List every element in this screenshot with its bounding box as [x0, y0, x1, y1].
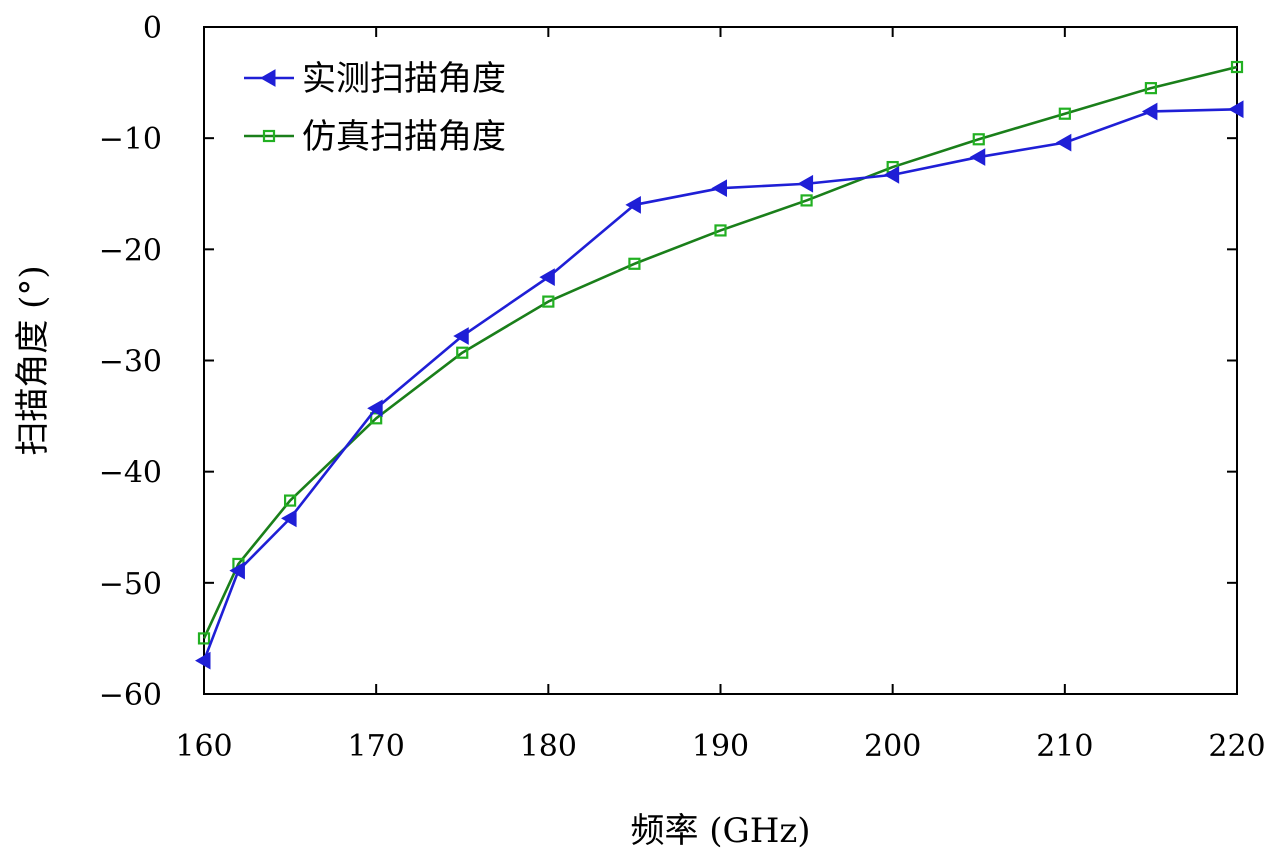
x-tick-label: 190 — [692, 729, 749, 764]
data-point — [197, 632, 211, 645]
x-tick-label: 180 — [520, 729, 577, 764]
data-point — [367, 399, 383, 418]
legend-item: 实测扫描角度 — [244, 59, 506, 99]
y-tick-label: −30 — [99, 345, 162, 380]
series-line — [202, 107, 1238, 662]
y-tick-label: −60 — [99, 678, 162, 713]
data-point — [969, 148, 986, 166]
data-point — [453, 327, 469, 345]
y-tick-label: 0 — [143, 11, 162, 46]
data-point — [1144, 82, 1158, 95]
series-line — [202, 65, 1238, 639]
data-point — [1141, 102, 1158, 121]
legend-label: 实测扫描角度 — [302, 59, 506, 99]
data-point — [628, 257, 641, 270]
series-simulated — [197, 60, 1244, 645]
legend-label: 仿真扫描角度 — [302, 117, 506, 157]
series-layer — [194, 60, 1244, 670]
data-point — [283, 494, 297, 507]
x-tick-label: 200 — [864, 729, 921, 764]
data-point — [281, 509, 297, 528]
legend-item: 仿真扫描角度 — [244, 117, 506, 157]
y-tick-label: −20 — [99, 233, 162, 268]
x-tick-label: 210 — [1036, 729, 1093, 764]
series-measured — [194, 100, 1244, 670]
legend-marker — [262, 129, 276, 143]
x-tick-label: 220 — [1208, 729, 1265, 764]
data-point — [883, 165, 900, 184]
y-tick-label: −40 — [99, 456, 162, 491]
data-point — [1227, 100, 1244, 119]
legend-marker — [259, 69, 276, 87]
data-point — [714, 224, 727, 237]
data-point — [797, 174, 814, 193]
y-tick-label: −10 — [99, 122, 162, 157]
y-axis-label: 扫描角度 (°) — [13, 265, 53, 455]
data-point — [539, 268, 555, 286]
data-point — [800, 194, 813, 207]
data-point — [194, 651, 211, 670]
y-tick-label: −50 — [99, 567, 162, 602]
axis-ticks: 160 170 180 190 200 210 220 0 −10 −20 −30 −40 −50 −60 — [99, 11, 1266, 764]
x-axis-label: 频率 (GHz) — [630, 811, 810, 851]
data-point — [1230, 60, 1244, 74]
x-tick-label: 160 — [175, 729, 232, 764]
data-point — [456, 346, 469, 359]
data-point — [711, 179, 727, 198]
x-tick-label: 170 — [348, 729, 405, 764]
data-point — [972, 133, 985, 146]
data-point — [1058, 107, 1071, 120]
data-point — [1055, 133, 1072, 152]
data-point — [229, 561, 245, 580]
data-point — [625, 196, 641, 214]
data-point — [542, 295, 555, 308]
